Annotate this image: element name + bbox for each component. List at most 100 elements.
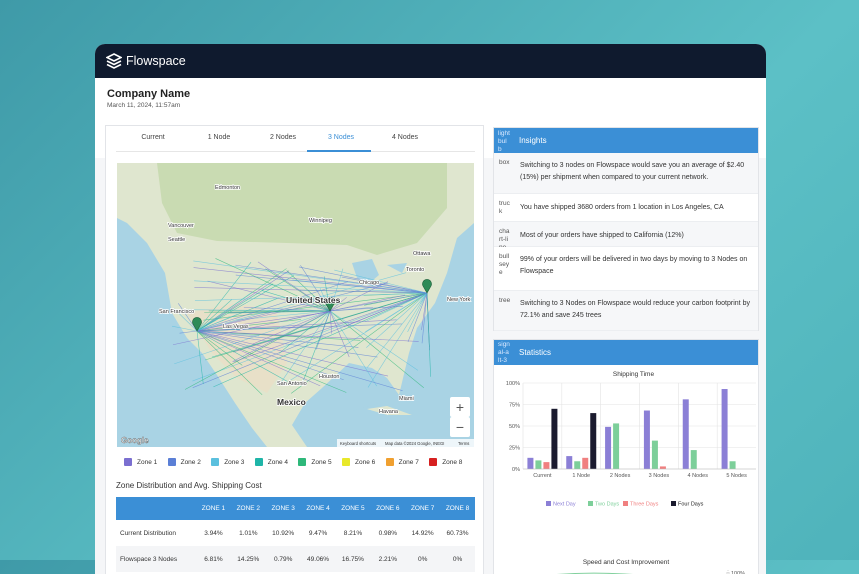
page: Flowspace Company Name March 11, 2024, 1… <box>0 0 859 560</box>
insight-text: 99% of your orders will be delivered in … <box>520 254 756 278</box>
zone-checkbox[interactable] <box>429 458 437 466</box>
legend-swatch <box>671 501 676 506</box>
legend-swatch <box>623 501 628 506</box>
zone-checkbox[interactable] <box>298 458 306 466</box>
zone-legend-item[interactable]: Zone 2 <box>168 456 201 468</box>
map-label: Las Vegas <box>223 324 249 330</box>
map-label: United States <box>286 295 341 305</box>
bar <box>527 458 533 469</box>
bar <box>543 462 549 469</box>
header-cell: ZONE 2 <box>231 497 266 520</box>
zone-label: Zone 6 <box>355 459 375 466</box>
insight-text: Switching to 3 Nodes on Flowspace would … <box>520 298 756 322</box>
company-name: Company Name <box>107 88 190 100</box>
insight-icon: box <box>499 159 511 167</box>
zoom-glyph: − <box>456 419 464 435</box>
tab[interactable]: 1 Node <box>194 134 244 141</box>
x-tick-label: Current <box>533 473 552 479</box>
top-bar: Flowspace <box>95 44 766 78</box>
zone-checkbox[interactable] <box>255 458 263 466</box>
legend-swatch <box>546 501 551 506</box>
zone-checkbox[interactable] <box>211 458 219 466</box>
zone-legend-item[interactable]: Zone 5 <box>298 456 331 468</box>
legend-label: Four Days <box>678 502 704 508</box>
bar <box>722 389 728 469</box>
zone-checkbox[interactable] <box>124 458 132 466</box>
zone-legend-item[interactable]: Zone 4 <box>255 456 288 468</box>
map-label: San Antonio <box>277 381 307 387</box>
table-cell: 1.01% <box>231 520 266 546</box>
zone-legend-item[interactable]: Zone 7 <box>386 456 419 468</box>
tab[interactable]: Current <box>128 134 178 141</box>
zone-legend: Zone 1 Zone 2 Zone 3 Zone 4 Zone 5 Zone 6 Zone… <box>124 456 474 470</box>
tab[interactable]: 4 Nodes <box>380 134 430 141</box>
statistics-title: Statistics <box>519 348 551 357</box>
map-shortcuts: Keyboard shortcuts <box>340 441 376 446</box>
map-logo: Google <box>121 436 149 445</box>
map-label: Chicago <box>359 280 379 286</box>
zone-checkbox[interactable] <box>386 458 394 466</box>
zone-legend-item[interactable]: Zone 8 <box>429 456 462 468</box>
table-title: Zone Distribution and Avg. Shipping Cost <box>116 481 262 490</box>
bar <box>652 441 658 469</box>
x-tick-label: 1 Node <box>572 473 590 479</box>
zone-label: Zone 5 <box>311 459 331 466</box>
map: EdmontonVancouverSeattleWinnipegOttawaTo… <box>117 163 474 447</box>
table-cell: 14.25% <box>231 546 266 572</box>
bar <box>730 461 736 469</box>
zone-checkbox[interactable] <box>168 458 176 466</box>
map-label: Mexico <box>277 397 306 407</box>
bar <box>660 466 666 469</box>
bar <box>644 411 650 469</box>
chart-title: Speed and Cost Improvement <box>583 559 670 566</box>
y-tick-label: 100% <box>506 381 520 387</box>
y-tick-label: 50% <box>509 424 520 430</box>
chart-title: Shipping Time <box>613 371 655 378</box>
bar <box>535 460 541 469</box>
table-cell: 49.06% <box>301 546 336 572</box>
zone-label: Zone 4 <box>268 459 288 466</box>
zone-label: Zone 8 <box>442 459 462 466</box>
map-label: Havana <box>379 409 399 415</box>
active-tab-indicator <box>307 150 371 152</box>
map-label: Toronto <box>406 267 424 273</box>
logo-icon <box>106 53 122 69</box>
y-tick-label: 75% <box>509 403 520 409</box>
map-label: Vancouver <box>168 223 194 229</box>
map-terms: Terms <box>458 441 469 446</box>
bar <box>551 409 557 469</box>
insight-text: Most of your orders have shipped to Cali… <box>520 230 756 242</box>
row-label: Flowspace 3 Nodes <box>116 546 196 572</box>
zone-legend-item[interactable]: Zone 1 <box>124 456 157 468</box>
table-cell: 0.98% <box>370 520 405 546</box>
tab[interactable]: 3 Nodes <box>316 134 366 141</box>
header-cell: ZONE 7 <box>405 497 440 520</box>
y-tick-label: 0% <box>512 467 520 473</box>
insights-title: Insights <box>519 136 547 145</box>
map-label: New York <box>447 297 470 303</box>
app-window: Flowspace Company Name March 11, 2024, 1… <box>95 44 766 574</box>
zone-label: Zone 3 <box>224 459 244 466</box>
insight-row: tree Switching to 3 Nodes on Flowspace wo… <box>494 291 758 331</box>
map-label: Miami <box>399 396 414 402</box>
zone-legend-item[interactable]: Zone 6 <box>342 456 375 468</box>
bar <box>605 427 611 469</box>
insight-icon: tree <box>499 297 511 305</box>
header-cell: ZONE 4 <box>301 497 336 520</box>
zone-checkbox[interactable] <box>342 458 350 466</box>
left-panel: Current 1 Node 2 Nodes 3 Nodes 4 Nodes Edmon… <box>105 125 484 574</box>
legend-label: Three Days <box>630 502 659 508</box>
header-cell: ZONE 1 <box>196 497 231 520</box>
zone-legend-item[interactable]: Zone 3 <box>211 456 244 468</box>
map-label: Winnipeg <box>309 218 332 224</box>
header-cell <box>116 497 196 520</box>
tab[interactable]: 2 Nodes <box>258 134 308 141</box>
bar <box>582 458 588 469</box>
legend-label: Next Day <box>553 502 576 508</box>
